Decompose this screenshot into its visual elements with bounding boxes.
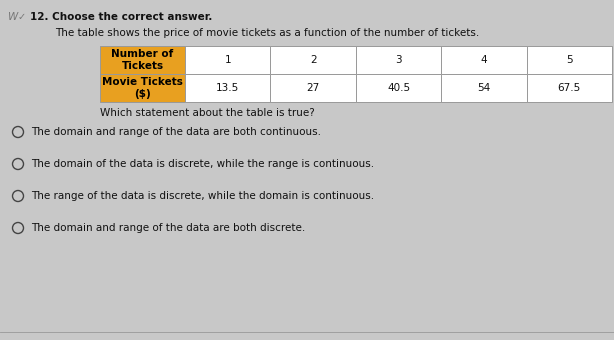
- FancyBboxPatch shape: [527, 46, 612, 74]
- Text: 4: 4: [481, 55, 488, 65]
- FancyBboxPatch shape: [441, 46, 527, 74]
- FancyBboxPatch shape: [527, 74, 612, 102]
- Text: The domain of the data is discrete, while the range is continuous.: The domain of the data is discrete, whil…: [31, 159, 374, 169]
- Text: 40.5: 40.5: [387, 83, 410, 93]
- Text: 5: 5: [566, 55, 573, 65]
- FancyBboxPatch shape: [356, 46, 441, 74]
- FancyBboxPatch shape: [270, 46, 356, 74]
- Text: 3: 3: [395, 55, 402, 65]
- Text: Which statement about the table is true?: Which statement about the table is true?: [100, 108, 315, 118]
- Text: W: W: [8, 12, 18, 22]
- FancyBboxPatch shape: [185, 74, 270, 102]
- Text: 27: 27: [306, 83, 320, 93]
- Text: The domain and range of the data are both discrete.: The domain and range of the data are bot…: [31, 223, 305, 233]
- Text: 54: 54: [477, 83, 491, 93]
- Text: 12. Choose the correct answer.: 12. Choose the correct answer.: [30, 12, 212, 22]
- Text: ✓: ✓: [18, 12, 26, 22]
- Text: Number of
Tickets: Number of Tickets: [111, 49, 174, 71]
- FancyBboxPatch shape: [100, 74, 185, 102]
- Text: 2: 2: [310, 55, 316, 65]
- FancyBboxPatch shape: [441, 74, 527, 102]
- Text: 67.5: 67.5: [558, 83, 581, 93]
- Text: The domain and range of the data are both continuous.: The domain and range of the data are bot…: [31, 127, 321, 137]
- FancyBboxPatch shape: [185, 46, 270, 74]
- FancyBboxPatch shape: [356, 74, 441, 102]
- Text: The table shows the price of movie tickets as a function of the number of ticket: The table shows the price of movie ticke…: [55, 28, 480, 38]
- Text: 13.5: 13.5: [216, 83, 239, 93]
- FancyBboxPatch shape: [270, 74, 356, 102]
- Text: 1: 1: [224, 55, 231, 65]
- Text: The range of the data is discrete, while the domain is continuous.: The range of the data is discrete, while…: [31, 191, 374, 201]
- FancyBboxPatch shape: [100, 46, 185, 74]
- Text: Movie Tickets
($): Movie Tickets ($): [102, 77, 183, 99]
